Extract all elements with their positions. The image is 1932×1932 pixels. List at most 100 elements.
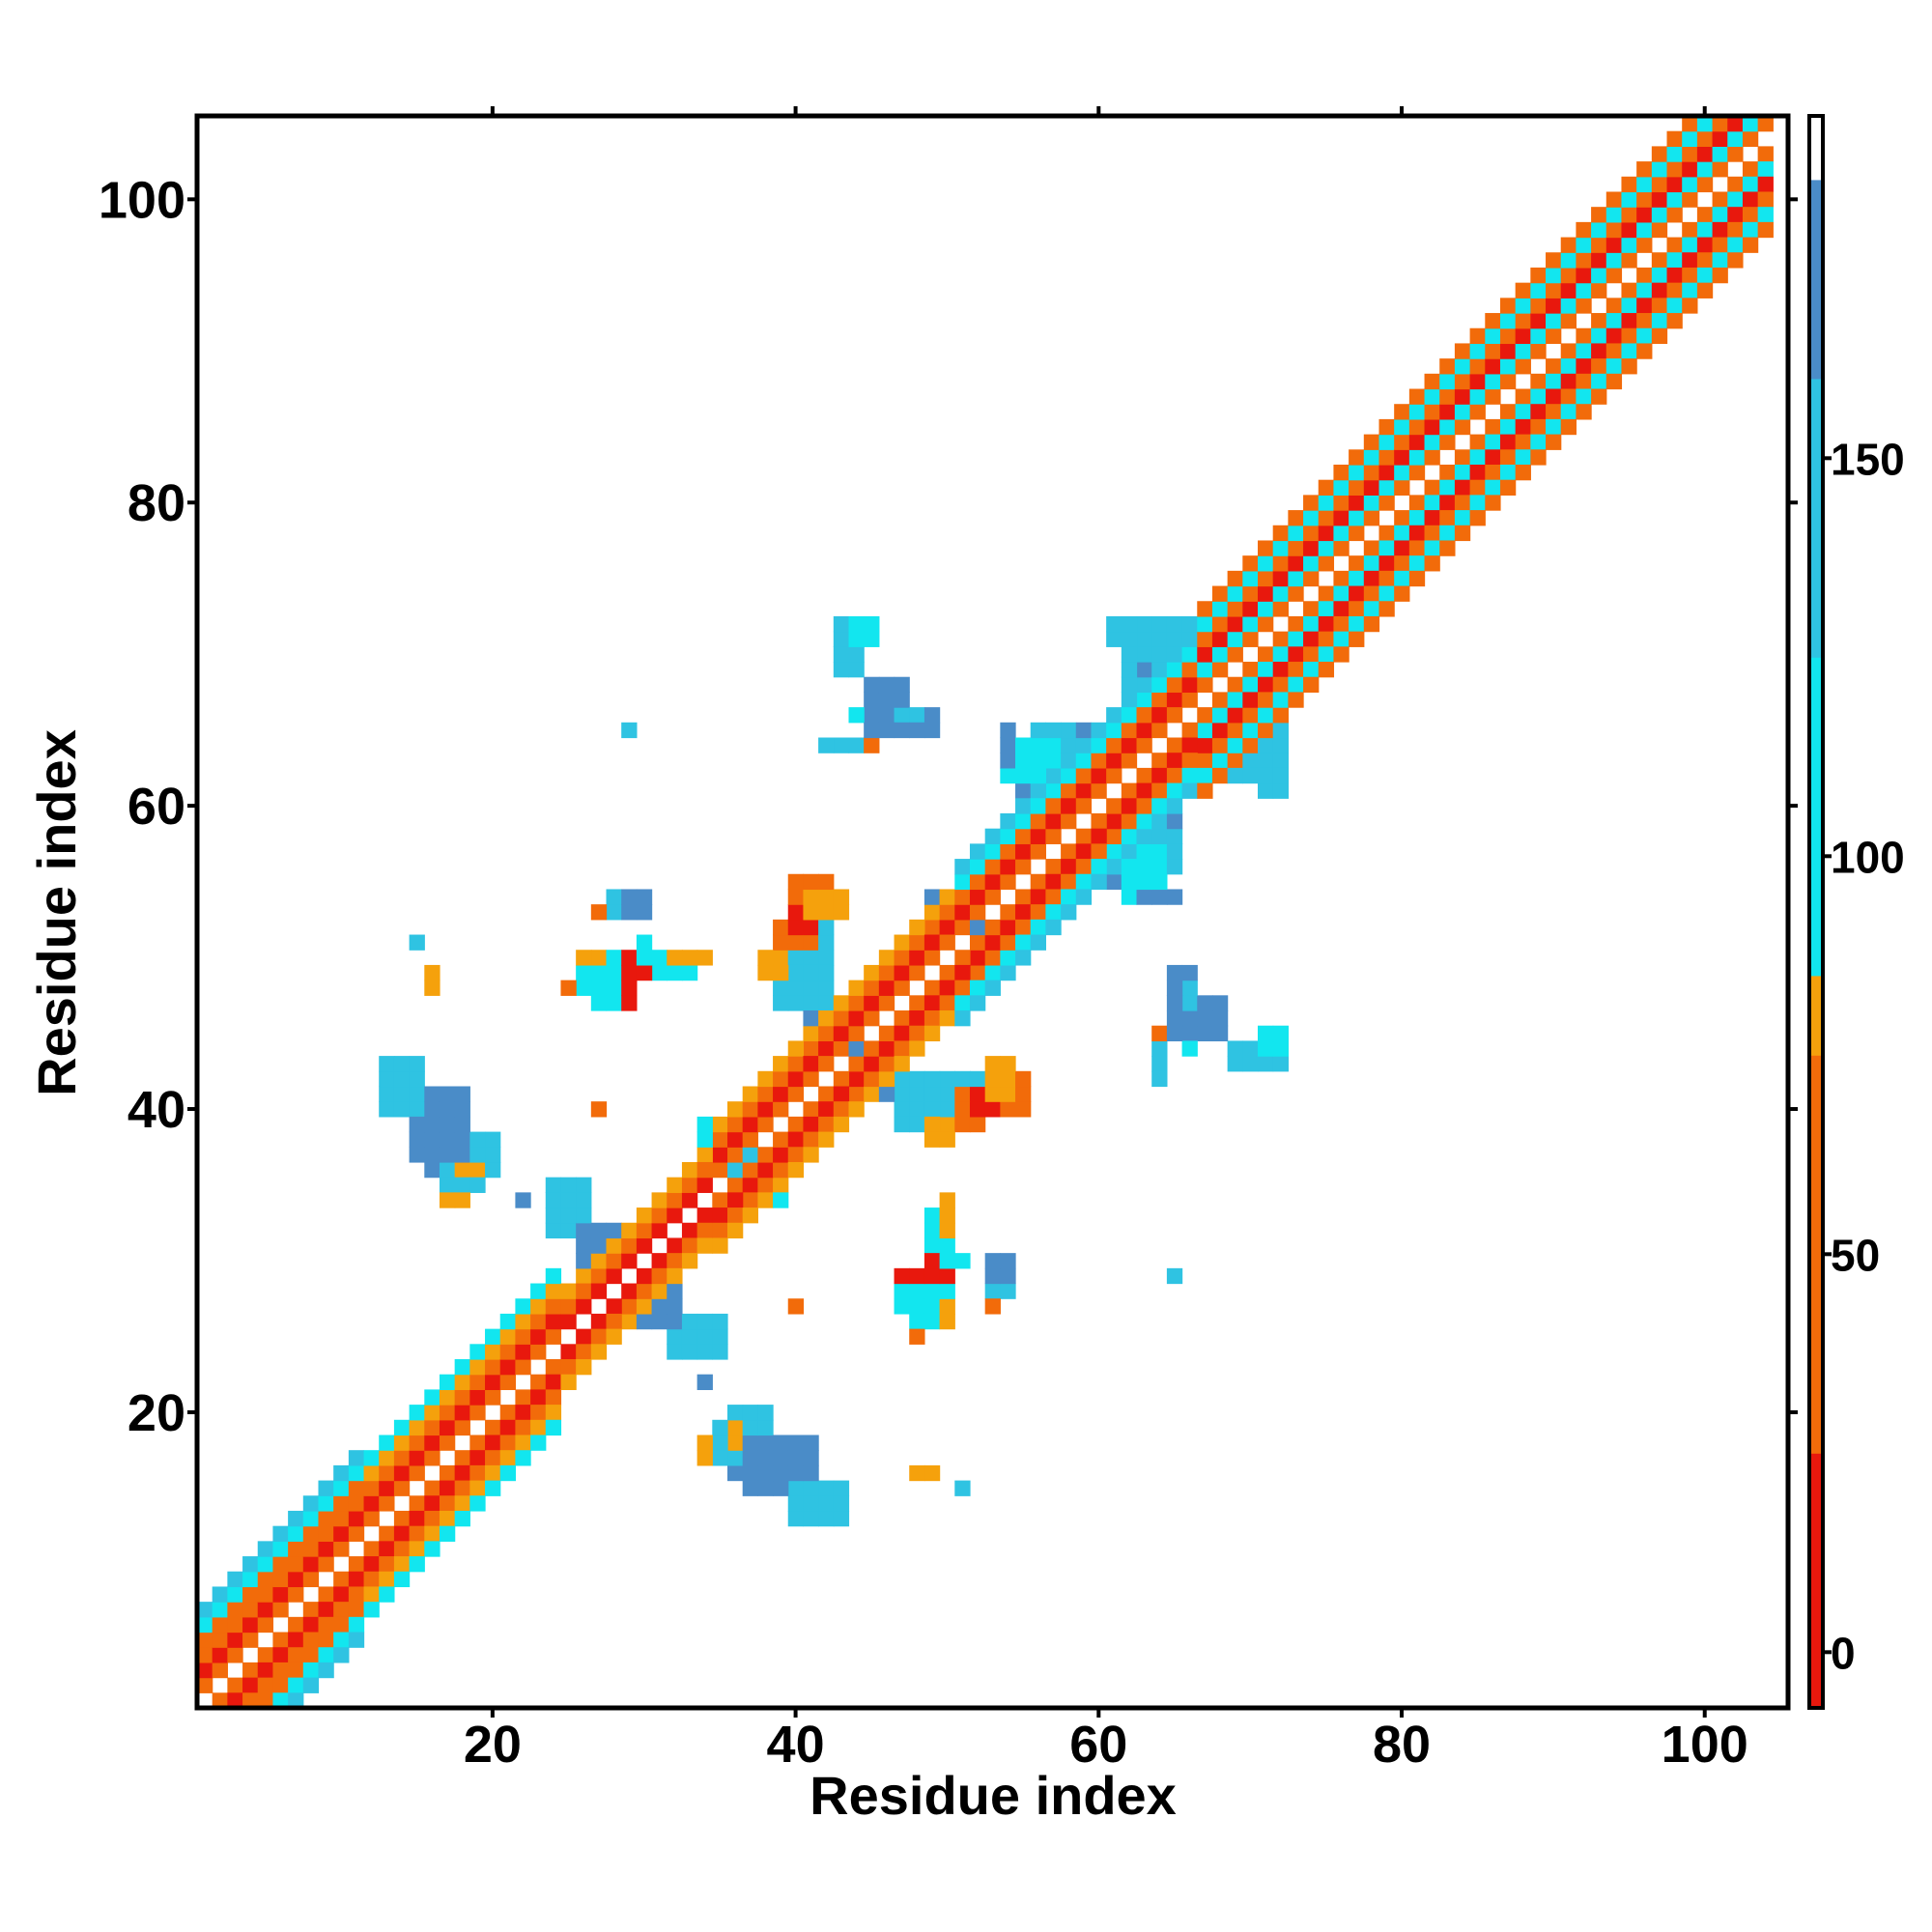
heatmap-cell bbox=[1242, 1040, 1259, 1057]
heatmap-cell bbox=[1712, 237, 1728, 253]
heatmap-cell bbox=[818, 1040, 835, 1057]
heatmap-cell bbox=[1030, 919, 1046, 936]
heatmap-cell bbox=[1560, 237, 1577, 253]
heatmap-cell bbox=[348, 1616, 365, 1634]
heatmap-cell bbox=[923, 1237, 941, 1254]
heatmap-cell bbox=[1349, 479, 1365, 496]
heatmap-cell bbox=[1151, 1040, 1168, 1057]
heatmap-cell bbox=[681, 950, 698, 966]
heatmap-cell bbox=[787, 980, 805, 996]
heatmap-cell bbox=[1030, 812, 1046, 830]
heatmap-cell bbox=[864, 980, 880, 996]
heatmap-cell bbox=[878, 1040, 895, 1057]
heatmap-cell bbox=[923, 1208, 941, 1224]
heatmap-cell bbox=[1181, 631, 1198, 647]
heatmap-cell bbox=[696, 1344, 713, 1360]
heatmap-cell bbox=[1272, 525, 1289, 542]
heatmap-cell bbox=[1636, 237, 1653, 253]
heatmap-cell bbox=[1030, 737, 1046, 753]
heatmap-cell bbox=[1515, 418, 1531, 436]
heatmap-cell bbox=[984, 859, 1001, 875]
heatmap-cell bbox=[515, 1389, 531, 1406]
heatmap-cell bbox=[1546, 358, 1562, 375]
heatmap-cell bbox=[288, 1616, 304, 1634]
heatmap-cell bbox=[727, 1192, 744, 1208]
heatmap-cell bbox=[939, 1192, 955, 1208]
heatmap-cell bbox=[409, 1541, 425, 1557]
heatmap-cell bbox=[864, 1086, 880, 1102]
heatmap-cell bbox=[909, 919, 925, 936]
heatmap-cell bbox=[864, 631, 880, 647]
heatmap-cell bbox=[864, 676, 880, 694]
heatmap-cell bbox=[621, 1313, 638, 1330]
heatmap-cell bbox=[757, 950, 774, 966]
heatmap-cell bbox=[1211, 692, 1229, 708]
heatmap-cell bbox=[1166, 980, 1183, 996]
heatmap-cell bbox=[606, 1237, 622, 1254]
heatmap-cell bbox=[1121, 889, 1138, 905]
heatmap-cell bbox=[833, 1480, 850, 1496]
heatmap-cell bbox=[454, 1177, 470, 1193]
heatmap-cell bbox=[1258, 722, 1274, 739]
heatmap-cell bbox=[1151, 873, 1168, 891]
heatmap-cell bbox=[1197, 631, 1213, 647]
heatmap-cell bbox=[272, 1556, 289, 1573]
heatmap-cell bbox=[757, 1435, 774, 1451]
heatmap-cell bbox=[1030, 873, 1046, 891]
heatmap-cell bbox=[212, 1586, 228, 1603]
heatmap-cell bbox=[651, 1253, 668, 1269]
heatmap-cell bbox=[939, 1116, 955, 1133]
heatmap-cell bbox=[909, 964, 925, 981]
heatmap-cell bbox=[424, 1450, 440, 1466]
heatmap-cell bbox=[818, 1101, 835, 1118]
heatmap-cell bbox=[1242, 585, 1259, 602]
heatmap-cell bbox=[1030, 767, 1046, 784]
colorbar: 0 50 100 150 bbox=[1807, 114, 1905, 1710]
heatmap-cell bbox=[1712, 267, 1728, 284]
heatmap-cell bbox=[1181, 722, 1198, 739]
heatmap-cell bbox=[1272, 585, 1289, 602]
heatmap-cell bbox=[227, 1602, 243, 1618]
heatmap-cell bbox=[485, 1344, 501, 1360]
heatmap-cell bbox=[1000, 919, 1016, 936]
heatmap-cell bbox=[545, 1222, 562, 1239]
heatmap-cell bbox=[1333, 570, 1350, 587]
heatmap-cell bbox=[1091, 843, 1107, 860]
heatmap-cell bbox=[1197, 753, 1213, 769]
heatmap-cell bbox=[409, 1101, 425, 1118]
heatmap-cell bbox=[1151, 676, 1168, 694]
heatmap-cell bbox=[1258, 646, 1274, 663]
heatmap-cell bbox=[848, 662, 865, 678]
heatmap-cell bbox=[939, 1267, 955, 1285]
heatmap-cell bbox=[1242, 707, 1259, 724]
heatmap-cell bbox=[969, 995, 986, 1011]
heatmap-cell bbox=[227, 1632, 243, 1648]
heatmap-cell bbox=[1075, 889, 1093, 905]
heatmap-cell bbox=[348, 1495, 365, 1512]
heatmap-cell bbox=[621, 1283, 638, 1299]
heatmap-cell bbox=[1591, 282, 1607, 298]
heatmap-cell bbox=[1242, 601, 1259, 617]
heatmap-cell bbox=[1469, 464, 1486, 481]
heatmap-cell bbox=[1378, 601, 1395, 617]
heatmap-cell bbox=[1106, 828, 1122, 844]
heatmap-cell bbox=[757, 1464, 774, 1482]
heatmap-cell bbox=[1712, 146, 1728, 162]
heatmap-cell bbox=[909, 1328, 925, 1345]
heatmap-cell bbox=[590, 950, 608, 966]
heatmap-cell bbox=[379, 1056, 395, 1072]
heatmap-cell bbox=[712, 1344, 728, 1360]
heatmap-cell bbox=[454, 1389, 470, 1406]
heatmap-cell bbox=[1000, 1253, 1016, 1269]
heatmap-cell bbox=[424, 1480, 440, 1496]
heatmap-cell bbox=[1061, 904, 1077, 921]
heatmap-cell bbox=[1712, 116, 1728, 132]
heatmap-cell bbox=[1454, 525, 1471, 542]
heatmap-cell bbox=[590, 1328, 608, 1345]
heatmap-cell bbox=[923, 1313, 941, 1330]
heatmap-cell bbox=[636, 1313, 653, 1330]
heatmap-cell bbox=[954, 1480, 971, 1496]
heatmap-cell bbox=[499, 1435, 516, 1451]
heatmap-cell bbox=[984, 1101, 1001, 1118]
heatmap-cell bbox=[1485, 373, 1501, 390]
